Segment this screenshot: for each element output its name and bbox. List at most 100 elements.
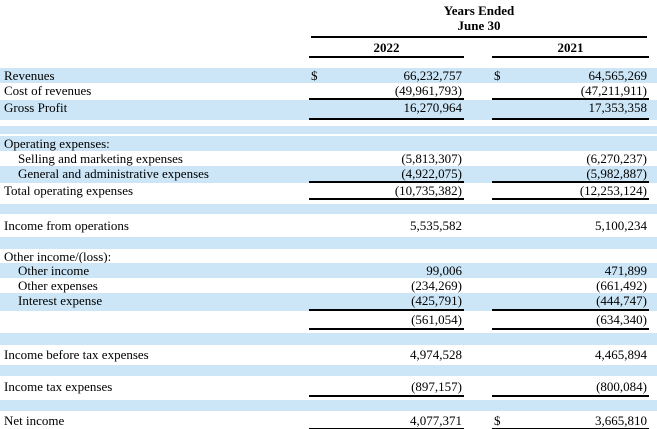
value-2021: (5,982,887) (492, 166, 649, 183)
right-padding (649, 379, 657, 397)
statement-rows: Revenues $66,232,757 $64,565,269 Cost of re… (0, 68, 657, 429)
value-2021-amount: 64,565,269 (588, 68, 648, 83)
row-label: Revenues (4, 68, 55, 83)
right-padding (649, 293, 657, 311)
row-label: Income from operations (4, 218, 129, 233)
value-2022-amount: 4,974,528 (410, 347, 462, 362)
column-gap (464, 293, 492, 311)
value-2022 (309, 400, 464, 411)
row-label: Selling and marketing expenses (18, 151, 183, 166)
period-title-line1: Years Ended (443, 3, 515, 18)
right-padding (649, 83, 657, 100)
value-2021: (6,270,237) (492, 151, 649, 166)
spacer-row (0, 333, 657, 345)
value-2021-amount: 4,465,894 (595, 347, 647, 362)
header-rule (311, 36, 647, 38)
dollar-sign: $ (311, 68, 318, 83)
dollar-sign: $ (494, 68, 501, 83)
value-2021: $3,665,810 (492, 413, 649, 429)
column-gap (464, 204, 492, 214)
column-gap (464, 379, 492, 397)
column-gap (464, 278, 492, 293)
value-2022: (425,791) (309, 293, 464, 311)
row-label: Other expenses (18, 278, 98, 293)
column-gap (464, 365, 492, 376)
period-title: Years Ended June 30 (311, 3, 647, 33)
value-2021: 471,899 (492, 263, 649, 278)
table-row: Selling and marketing expenses (5,813,307… (0, 151, 657, 166)
value-2022: (234,269) (309, 278, 464, 293)
value-2022: (49,961,793) (309, 83, 464, 100)
table-row: Gross Profit 16,270,964 17,353,358 (0, 100, 657, 120)
value-2022: (5,813,307) (309, 151, 464, 166)
value-2022: 99,006 (309, 263, 464, 278)
right-padding (649, 249, 657, 263)
right-padding (649, 278, 657, 293)
value-2021-amount: 3,665,810 (595, 413, 647, 428)
table-row: Other income 99,006 471,899 (0, 263, 657, 278)
right-padding (649, 333, 657, 345)
value-2022-amount: (49,961,793) (394, 83, 462, 98)
column-gap (464, 249, 492, 263)
value-2021 (492, 237, 649, 249)
value-2022-amount: (4,922,075) (401, 166, 462, 181)
row-label (0, 333, 309, 345)
year-row-spacer (0, 40, 309, 58)
right-padding (649, 365, 657, 376)
right-padding (649, 151, 657, 166)
value-2021 (492, 400, 649, 411)
value-2022 (309, 365, 464, 376)
column-gap (464, 126, 492, 134)
value-2021: (661,492) (492, 278, 649, 293)
row-label: Interest expense (18, 293, 103, 308)
row-label: Income tax expenses (4, 379, 113, 394)
table-row: Total operating expenses (10,735,382) (12,… (0, 183, 657, 200)
value-2021: (47,211,911) (492, 83, 649, 100)
value-2022: 16,270,964 (309, 100, 464, 120)
row-label: Income before tax expenses (4, 347, 149, 362)
right-padding (649, 136, 657, 151)
spacer-row (0, 237, 657, 249)
right-padding (649, 166, 657, 183)
value-2022-amount: (561,054) (411, 312, 462, 327)
spacer-row (0, 204, 657, 214)
row-label (0, 312, 309, 330)
value-2022: (561,054) (309, 312, 464, 330)
column-gap (464, 166, 492, 183)
value-2022: 4,077,371 (309, 413, 464, 429)
column-gap (464, 183, 492, 200)
row-label (0, 204, 309, 214)
value-2021: (12,253,124) (492, 183, 649, 200)
value-2022-amount: 5,535,582 (410, 218, 462, 233)
row-label: Other income/(loss): (4, 249, 112, 263)
value-2021-amount: (661,492) (596, 278, 647, 293)
value-2021-amount: (444,747) (596, 293, 647, 308)
column-gap (464, 237, 492, 249)
column-gap (464, 40, 492, 58)
right-padding (649, 126, 657, 134)
value-2022-amount: (897,157) (411, 379, 462, 394)
value-2022-amount: (5,813,307) (401, 151, 462, 166)
value-2021: 17,353,358 (492, 100, 649, 120)
header-spacer (0, 58, 657, 68)
value-2021-amount: (800,084) (596, 379, 647, 394)
row-label (0, 126, 309, 134)
value-2022: 4,974,528 (309, 347, 464, 362)
value-2021: (800,084) (492, 379, 649, 397)
column-gap (464, 151, 492, 166)
value-2022: (897,157) (309, 379, 464, 397)
value-2021: (634,340) (492, 312, 649, 330)
value-2021 (492, 249, 649, 263)
table-row: General and administrative expenses (4,92… (0, 166, 657, 183)
value-2021-amount: 471,899 (604, 263, 647, 278)
table-row: Income before tax expenses 4,974,528 4,465… (0, 347, 657, 362)
table-row: Other expenses (234,269) (661,492) (0, 278, 657, 293)
column-gap (464, 83, 492, 100)
value-2022 (309, 249, 464, 263)
row-label: General and administrative expenses (18, 166, 209, 181)
value-2021: 5,100,234 (492, 218, 649, 233)
row-label: Net income (4, 413, 65, 428)
right-padding (649, 183, 657, 200)
right-padding (649, 218, 657, 233)
year-columns-row: 2022 2021 (0, 40, 657, 58)
